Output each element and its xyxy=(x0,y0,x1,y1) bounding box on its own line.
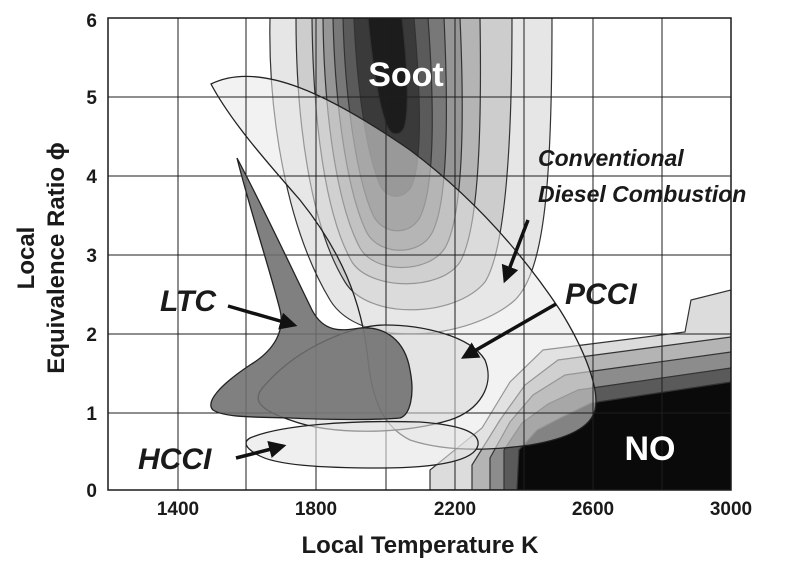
hcci-arrow xyxy=(235,440,287,460)
conventional-arrow xyxy=(501,219,530,284)
x-tick-label: 3000 xyxy=(710,499,752,520)
y-tick-label: 3 xyxy=(86,246,97,267)
y-tick-label: 0 xyxy=(86,481,97,502)
y-tick-label: 6 xyxy=(86,11,97,32)
x-tick-label: 2200 xyxy=(434,499,476,520)
soot-band-8 xyxy=(367,18,408,135)
no-label: NO xyxy=(625,430,676,468)
ltc-arrow xyxy=(227,304,298,330)
ltc-label: LTC xyxy=(160,285,217,318)
conventional-diesel-region xyxy=(210,75,597,450)
conventional-label-line2: Diesel Combustion xyxy=(538,181,746,207)
pcci-arrow xyxy=(460,302,557,359)
y-tick-label: 1 xyxy=(86,404,97,425)
y-axis-title-line1: Local xyxy=(13,227,40,290)
plot-frame xyxy=(107,17,732,491)
x-axis-title: Local Temperature K xyxy=(302,532,540,559)
y-axis-title-line2: Equivalence Ratio ϕ xyxy=(43,142,70,373)
y-tick-label: 5 xyxy=(86,88,97,109)
y-tick-label: 2 xyxy=(86,325,97,346)
contour-layer xyxy=(108,18,731,490)
x-tick-labels: 1400 1800 2200 2600 3000 xyxy=(157,499,752,520)
hcci-label: HCCI xyxy=(138,443,212,476)
x-tick-label: 2600 xyxy=(572,499,614,520)
soot-label: Soot xyxy=(368,56,444,94)
x-tick-label: 1400 xyxy=(157,499,199,520)
pcci-label: PCCI xyxy=(565,278,637,311)
annotation-arrows xyxy=(227,219,557,460)
y-tick-label: 4 xyxy=(86,167,97,188)
y-tick-labels: 0 1 2 3 4 5 6 xyxy=(86,11,97,502)
conventional-label-line1: Conventional xyxy=(538,145,684,171)
x-tick-label: 1800 xyxy=(295,499,337,520)
hcci-region xyxy=(245,420,479,469)
